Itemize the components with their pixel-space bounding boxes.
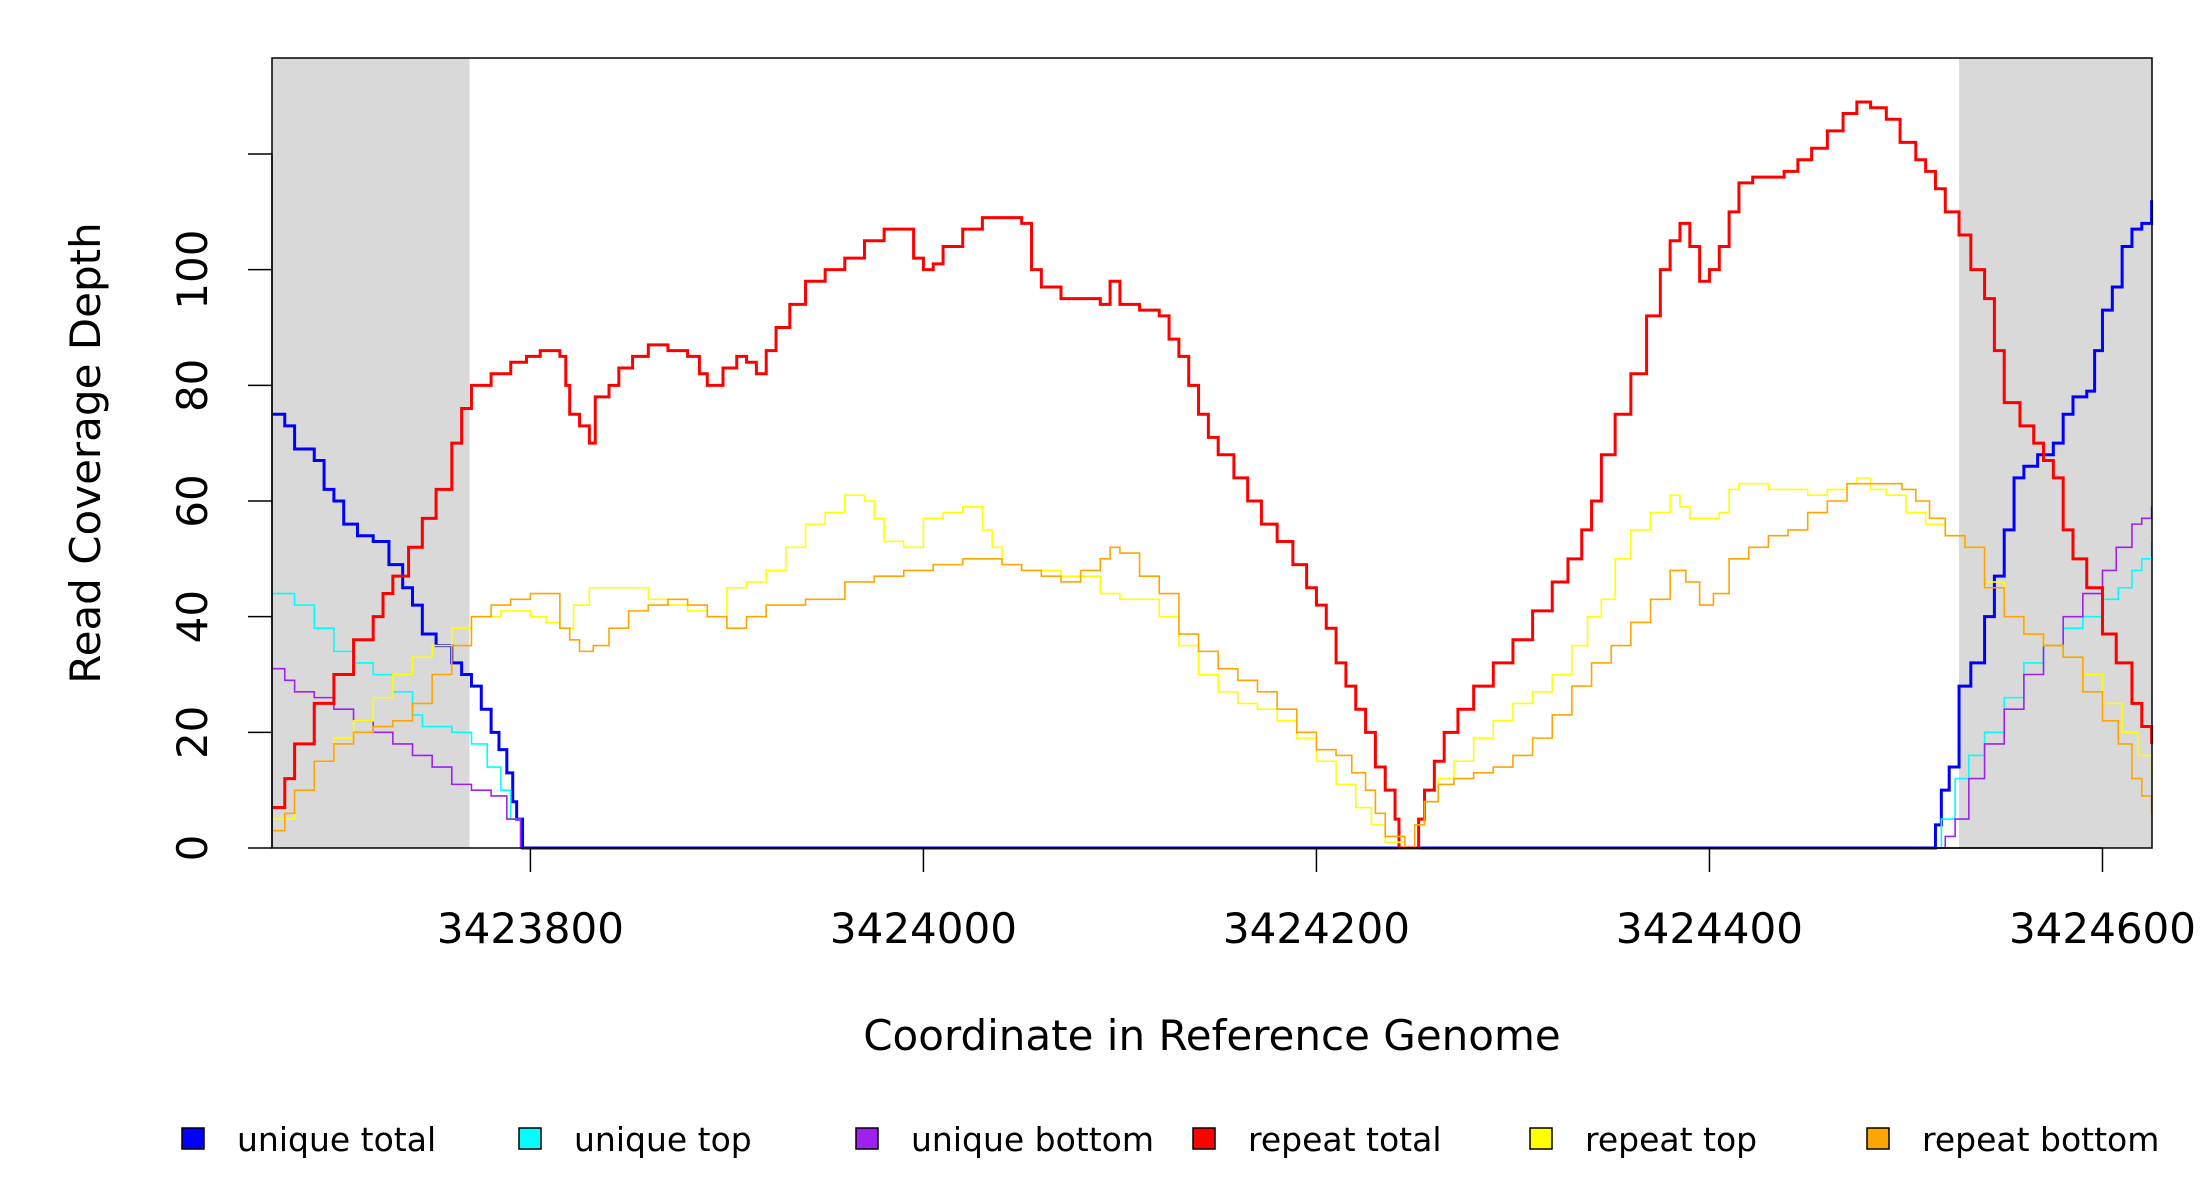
x-tick-label: 3423800 [437,904,624,953]
plot-frame [271,57,2153,849]
legend-label: repeat total [1248,1120,1442,1159]
legend-label: repeat top [1585,1120,1757,1159]
series-line-unique-top [272,541,2153,849]
y-tick-label: 20 [168,706,217,759]
legend-item-repeat-bottom: repeat bottom [1866,1120,2159,1159]
series-line-unique-bottom [272,506,2153,849]
legend-item-unique-bottom: unique bottom [855,1120,1154,1159]
legend-swatch [181,1127,205,1150]
shaded-region-1 [1959,58,2152,848]
legend-swatch [1192,1127,1216,1150]
x-tick-label: 3424400 [1616,904,1803,953]
series-line-unique-total [272,200,2154,850]
legend-item-repeat-top: repeat top [1529,1120,1757,1159]
y-tick-label: 100 [168,230,217,310]
x-axis-title: Coordinate in Reference Genome [863,1011,1561,1060]
y-axis: 0 20 40 60 80 100 [168,153,273,862]
legend-item-unique-total: unique total [181,1120,436,1159]
y-tick-label: 60 [168,474,217,527]
shaded-region-0 [272,58,470,848]
legend-swatch [1529,1127,1553,1150]
legend-label: unique top [574,1120,752,1159]
y-axis-title: Read Coverage Depth [61,222,110,683]
y-tick-label: 40 [168,590,217,643]
legend: unique total unique top unique bottom repea… [181,1120,2159,1159]
y-tick-label: 80 [168,359,217,412]
legend-label: unique bottom [911,1120,1154,1159]
series-line-repeat-total [272,100,2154,850]
x-tick-label: 3424000 [830,904,1017,953]
legend-item-repeat-total: repeat total [1192,1120,1442,1159]
x-tick-label: 3424200 [1223,904,1410,953]
x-tick-label: 3424600 [2009,904,2196,953]
y-tick-label: 0 [168,835,217,862]
series-line-repeat-bottom [272,482,2153,849]
legend-swatch [1866,1127,1890,1150]
shaded-regions [272,58,2152,848]
legend-label: unique total [237,1120,436,1159]
legend-swatch [855,1127,879,1150]
legend-swatch [518,1127,542,1150]
series-lines [272,100,2154,850]
legend-item-unique-top: unique top [518,1120,752,1159]
x-axis: 3423800 3424000 3424200 3424400 3424600 [437,847,2196,953]
series-line-repeat-top [272,477,2153,849]
legend-label: repeat bottom [1922,1120,2159,1159]
